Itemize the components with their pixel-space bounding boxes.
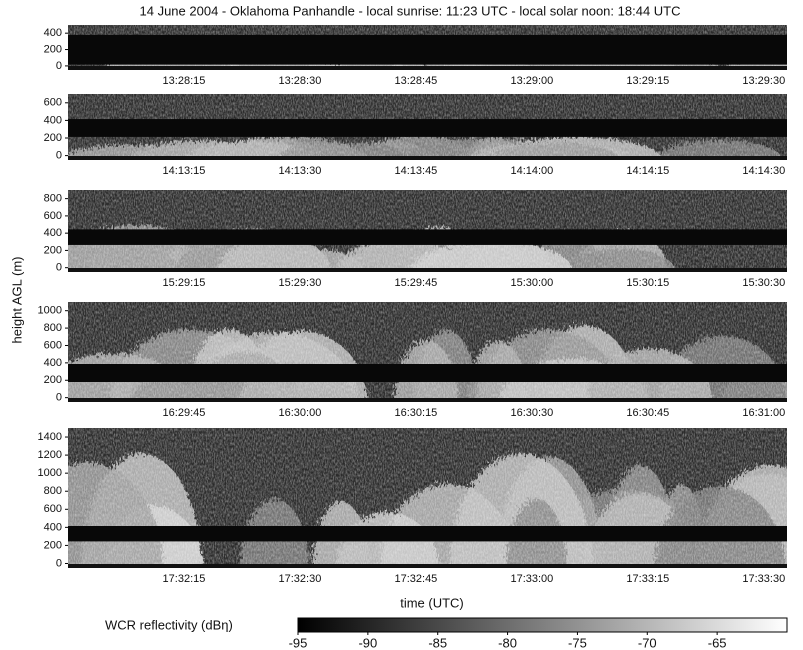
colorbar-label: WCR reflectivity (dBη) <box>105 617 233 632</box>
y-tick-label: 400 <box>44 521 62 533</box>
radar-image <box>68 302 787 402</box>
ground <box>68 66 787 70</box>
noise <box>68 302 787 402</box>
figure-title: 14 June 2004 - Oklahoma Panhandle - loca… <box>140 3 681 18</box>
ground <box>68 398 787 402</box>
y-tick-label: 200 <box>44 244 62 256</box>
blind-band <box>68 34 787 65</box>
blind-band <box>68 119 787 137</box>
x-tick-label: 17:33:30 <box>742 573 785 585</box>
y-tick-label: 400 <box>44 27 62 39</box>
x-tick-label: 15:30:15 <box>626 277 669 289</box>
y-tick-label: 1200 <box>38 449 62 461</box>
x-tick-label: 15:29:45 <box>394 277 437 289</box>
y-tick-label: 400 <box>44 227 62 239</box>
y-tick-label: 1400 <box>38 431 62 443</box>
y-tick-label: 0 <box>56 392 62 404</box>
x-tick-label: 14:14:00 <box>510 165 553 177</box>
colorbar-tick-label: -65 <box>708 635 727 650</box>
y-tick-label: 400 <box>44 114 62 126</box>
y-tick-label: 200 <box>44 43 62 55</box>
ground <box>68 268 787 272</box>
radar-image <box>68 94 787 160</box>
x-tick-label: 13:29:15 <box>626 75 669 87</box>
x-tick-label: 16:30:15 <box>394 407 437 419</box>
x-tick-label: 13:29:00 <box>510 75 553 87</box>
x-tick-label: 16:30:30 <box>510 407 553 419</box>
colorbar-tick-label: -95 <box>289 635 308 650</box>
panel: 0 200 400 600 800 1000 16:29:45 16:30:00 16:30:1… <box>38 302 787 419</box>
blind-band <box>68 229 787 245</box>
x-tick-label: 17:33:00 <box>510 573 553 585</box>
panel: 0 200 400 600 800 1000 1200 1400 17:32:15 17:32:3… <box>38 428 787 585</box>
colorbar-tick-label: -75 <box>568 635 587 650</box>
x-tick-label: 15:30:30 <box>742 277 785 289</box>
x-tick-label: 13:28:30 <box>279 75 322 87</box>
y-tick-label: 800 <box>44 193 62 205</box>
x-tick-label: 17:32:15 <box>163 573 206 585</box>
x-tick-label: 14:13:30 <box>279 165 322 177</box>
colorbar-tick-label: -80 <box>498 635 517 650</box>
x-tick-label: 14:13:45 <box>394 165 437 177</box>
noise <box>68 428 787 568</box>
x-tick-label: 15:29:15 <box>163 277 206 289</box>
y-tick-label: 600 <box>44 503 62 515</box>
y-tick-label: 800 <box>44 322 62 334</box>
y-tick-label: 0 <box>56 557 62 569</box>
panel: 0 200 400 13:28:15 13:28:30 13:28:45 13:29:00 1… <box>44 25 787 87</box>
x-tick-label: 17:32:30 <box>279 573 322 585</box>
y-axis-label: height AGL (m) <box>9 257 24 344</box>
y-tick-label: 600 <box>44 339 62 351</box>
blind-band <box>68 364 787 382</box>
radar-image <box>68 25 787 70</box>
y-tick-label: 200 <box>44 132 62 144</box>
x-tick-label: 14:14:30 <box>742 165 785 177</box>
panel: 0 200 400 600 14:13:15 14:13:30 14:13:45 14:14:… <box>44 94 787 177</box>
x-axis-label: time (UTC) <box>400 595 464 610</box>
ground <box>68 156 787 160</box>
panel: 0 200 400 600 800 15:29:15 15:29:30 15:29:45 15:… <box>44 190 787 289</box>
colorbar-tick-label: -70 <box>638 635 657 650</box>
ground <box>68 564 787 568</box>
blind-band <box>68 526 787 542</box>
x-tick-label: 16:30:45 <box>626 407 669 419</box>
x-tick-label: 13:28:15 <box>163 75 206 87</box>
x-tick-label: 16:30:00 <box>279 407 322 419</box>
y-tick-label: 800 <box>44 485 62 497</box>
y-tick-label: 0 <box>56 150 62 162</box>
x-tick-label: 15:30:00 <box>510 277 553 289</box>
y-tick-label: 1000 <box>38 305 62 317</box>
y-tick-label: 0 <box>56 60 62 72</box>
y-tick-label: 200 <box>44 374 62 386</box>
y-tick-label: 200 <box>44 539 62 551</box>
x-tick-label: 16:29:45 <box>163 407 206 419</box>
x-tick-label: 13:28:45 <box>394 75 437 87</box>
y-tick-label: 400 <box>44 357 62 369</box>
radar-image <box>68 190 787 272</box>
x-tick-label: 14:13:15 <box>163 165 206 177</box>
y-tick-label: 0 <box>56 262 62 274</box>
colorbar-tick-label: -85 <box>428 635 447 650</box>
colorbar-tick-label: -90 <box>358 635 377 650</box>
y-tick-label: 600 <box>44 97 62 109</box>
y-tick-label: 600 <box>44 210 62 222</box>
colorbar <box>297 617 788 633</box>
x-tick-label: 17:32:45 <box>394 573 437 585</box>
y-tick-label: 1000 <box>38 467 62 479</box>
x-tick-label: 14:14:15 <box>626 165 669 177</box>
radar-image <box>68 428 787 568</box>
x-tick-label: 16:31:00 <box>742 407 785 419</box>
x-tick-label: 13:29:30 <box>742 75 785 87</box>
x-tick-label: 15:29:30 <box>279 277 322 289</box>
x-tick-label: 17:33:15 <box>626 573 669 585</box>
